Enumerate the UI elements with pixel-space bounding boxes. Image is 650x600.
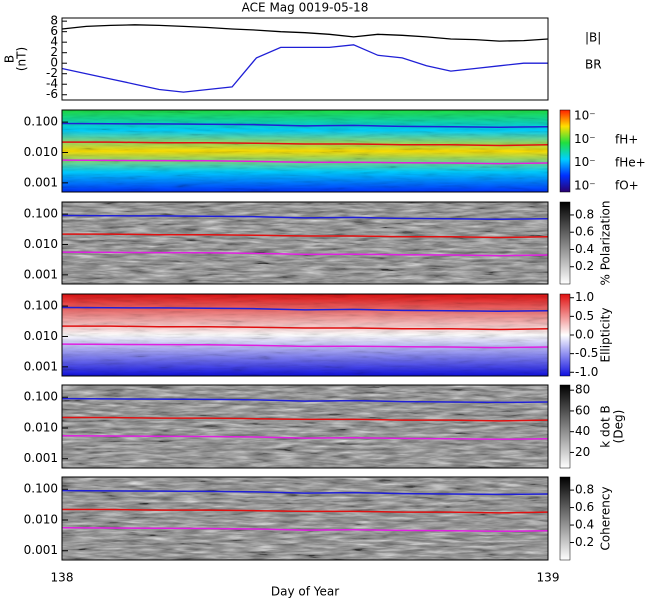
gyrofrequency-line bbox=[62, 141, 549, 147]
y-tick-label: 0.010 bbox=[24, 512, 58, 526]
y-tick-label: 0.010 bbox=[24, 420, 58, 434]
y-tick-label: 0.010 bbox=[24, 145, 58, 159]
spectrogram-texture bbox=[62, 110, 548, 192]
y-axis-label: (nT) bbox=[15, 47, 29, 71]
x-tick-label: 139 bbox=[537, 571, 560, 585]
colorbar bbox=[559, 201, 571, 285]
gyrofrequency-line bbox=[61, 397, 549, 404]
gyrofrequency-line bbox=[62, 508, 549, 514]
y-tick-label: 0.100 bbox=[24, 482, 58, 496]
gyrofrequency-line bbox=[61, 526, 549, 533]
colorbar-tick-label: 0.4 bbox=[575, 242, 594, 256]
colorbar-tick-label: 0.2 bbox=[575, 259, 594, 273]
colorbar-title: (Deg) bbox=[612, 410, 626, 444]
colorbar-tick-label: 0.6 bbox=[575, 225, 594, 239]
y-tick-label: 0.100 bbox=[24, 299, 58, 313]
colorbar-title: % Polarization bbox=[599, 201, 613, 286]
legend-entry: fO+ bbox=[615, 179, 639, 193]
legend-entry: |B| bbox=[585, 31, 601, 45]
colorbar-tick-label: 40 bbox=[575, 424, 590, 438]
panel-frame bbox=[61, 109, 549, 193]
gyrofrequency-line bbox=[61, 434, 549, 441]
legend-entry: fHe+ bbox=[615, 156, 646, 170]
legend-entry: fH+ bbox=[615, 133, 638, 147]
gyrofrequency-line bbox=[61, 343, 549, 349]
y-tick-label: 0.100 bbox=[24, 115, 58, 129]
gyrofrequency-line bbox=[62, 325, 549, 331]
y-tick-label: 0 bbox=[50, 56, 58, 70]
gyrofrequency-line bbox=[62, 233, 549, 239]
y-tick-label: 0.001 bbox=[24, 451, 58, 465]
spectrogram-texture bbox=[62, 202, 548, 284]
gyrofrequency-line bbox=[61, 306, 549, 312]
spectrogram-texture bbox=[62, 385, 548, 468]
colorbar bbox=[559, 476, 571, 561]
colorbar-tick-label: 60 bbox=[575, 403, 590, 417]
y-tick-label: -6 bbox=[46, 87, 58, 101]
y-tick-label: -4 bbox=[46, 77, 58, 91]
y-tick-label: 0.010 bbox=[24, 237, 58, 251]
gyrofrequency-line bbox=[61, 214, 549, 220]
y-tick-label: 0.001 bbox=[24, 175, 58, 189]
colorbar-tick-label: 0.5 bbox=[575, 309, 594, 323]
colorbar-title: Ellipticity bbox=[599, 308, 613, 363]
y-tick-label: 8 bbox=[50, 14, 58, 28]
y-tick-label: 2 bbox=[50, 45, 58, 59]
colorbar-title: k dot B bbox=[599, 405, 613, 447]
colorbar-label: 10⁻ bbox=[574, 155, 596, 169]
data-line bbox=[61, 44, 548, 93]
gyrofrequency-line bbox=[61, 489, 549, 496]
y-tick-label: 0.010 bbox=[24, 329, 58, 343]
panel-frame bbox=[61, 384, 549, 469]
data-line bbox=[61, 24, 549, 42]
y-tick-label: -2 bbox=[46, 66, 58, 80]
colorbar-tick-label: -1.0 bbox=[575, 365, 598, 379]
x-tick-label: 138 bbox=[51, 571, 74, 585]
legend-entry: BR bbox=[585, 58, 602, 72]
gyrofrequency-line bbox=[61, 251, 549, 257]
colorbar-tick-label: 0.8 bbox=[575, 483, 594, 497]
spectrogram-texture bbox=[62, 477, 548, 560]
colorbar-tick-label: 0.2 bbox=[575, 535, 594, 549]
gyrofrequency-line bbox=[62, 416, 549, 422]
colorbar bbox=[559, 293, 571, 377]
panel-frame bbox=[61, 201, 549, 285]
y-tick-label: 0.100 bbox=[24, 390, 58, 404]
gyrofrequency-line bbox=[61, 159, 549, 165]
colorbar-tick-label: 80 bbox=[575, 383, 590, 397]
colorbar bbox=[559, 384, 571, 469]
colorbar-tick-label: 0.8 bbox=[575, 207, 594, 221]
gyrofrequency-line bbox=[61, 122, 549, 128]
colorbar-label: 10⁻ bbox=[574, 179, 596, 193]
colorbar-title: Coherency bbox=[599, 486, 613, 550]
y-tick-label: 0.100 bbox=[24, 207, 58, 221]
panel-frame bbox=[61, 17, 549, 101]
colorbar-tick-label: 0.0 bbox=[575, 328, 594, 342]
y-tick-label: 6 bbox=[50, 24, 58, 38]
colorbar-tick-label: 20 bbox=[575, 445, 590, 459]
y-tick-label: 4 bbox=[50, 35, 58, 49]
colorbar-tick-label: 1.0 bbox=[575, 290, 594, 304]
x-axis-label: Day of Year bbox=[271, 585, 339, 599]
spectrogram-texture bbox=[62, 294, 548, 376]
panel-frame bbox=[61, 476, 549, 561]
panel-frame bbox=[61, 293, 549, 377]
y-axis-label: B bbox=[3, 55, 17, 63]
colorbar-tick-label: 0.6 bbox=[575, 500, 594, 514]
chart-title: ACE Mag 0019-05-18 bbox=[242, 1, 369, 15]
colorbar-label: 10⁻ bbox=[574, 109, 596, 123]
y-tick-label: 0.001 bbox=[24, 359, 58, 373]
colorbar bbox=[559, 109, 571, 193]
y-tick-label: 0.001 bbox=[24, 267, 58, 281]
colorbar-tick-label: 0.4 bbox=[575, 518, 594, 532]
y-tick-label: 0.001 bbox=[24, 543, 58, 557]
colorbar-tick-label: -0.5 bbox=[575, 346, 598, 360]
colorbar-label: 10⁻ bbox=[574, 132, 596, 146]
